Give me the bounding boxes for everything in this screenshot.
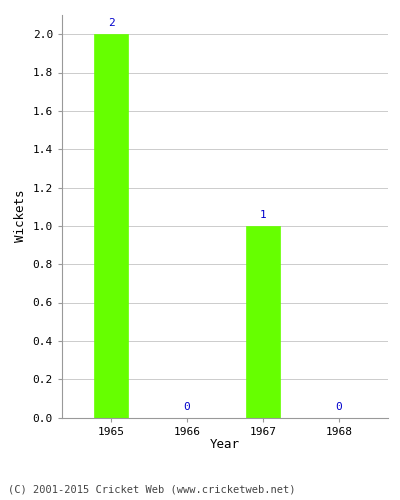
Text: (C) 2001-2015 Cricket Web (www.cricketweb.net): (C) 2001-2015 Cricket Web (www.cricketwe… — [8, 485, 296, 495]
Y-axis label: Wickets: Wickets — [14, 190, 27, 242]
Text: 1: 1 — [260, 210, 266, 220]
Bar — [94, 34, 128, 417]
Text: 2: 2 — [108, 18, 115, 28]
Text: 0: 0 — [184, 402, 190, 411]
X-axis label: Year: Year — [210, 438, 240, 451]
Bar — [246, 226, 280, 418]
Text: 0: 0 — [335, 402, 342, 411]
